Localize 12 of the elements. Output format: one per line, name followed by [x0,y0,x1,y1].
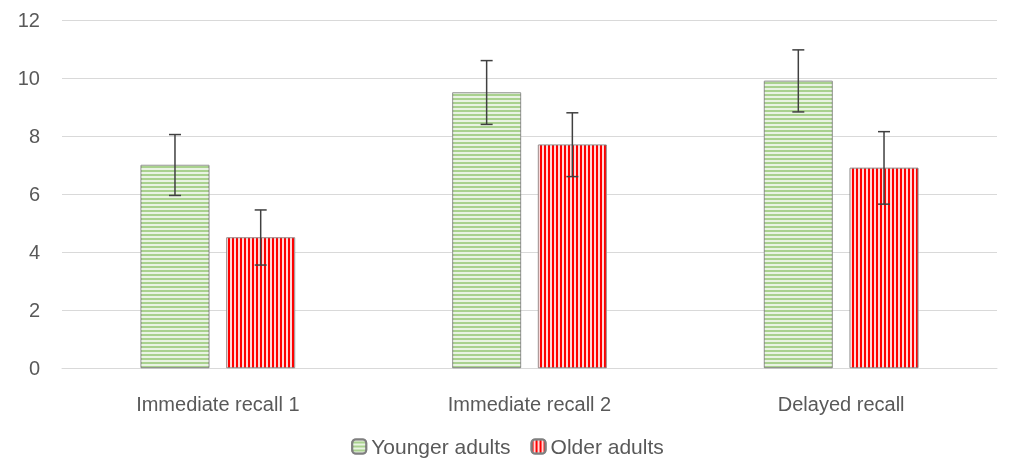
y-tick-label: 12 [17,9,40,31]
y-tick-label: 2 [28,299,40,321]
legend-label: Younger adults [371,435,511,458]
y-tick-label: 8 [28,125,40,147]
y-tick-label: 6 [28,183,40,205]
x-tick-label: Immediate recall 2 [447,393,612,415]
y-tick-label: 4 [28,241,40,263]
x-tick-label: Immediate recall 1 [136,393,300,415]
y-tick-label: 10 [17,67,40,89]
x-tick-label: Delayed recall [777,393,905,415]
legend-label: Older adults [550,435,664,458]
y-tick-label: 0 [28,357,40,379]
